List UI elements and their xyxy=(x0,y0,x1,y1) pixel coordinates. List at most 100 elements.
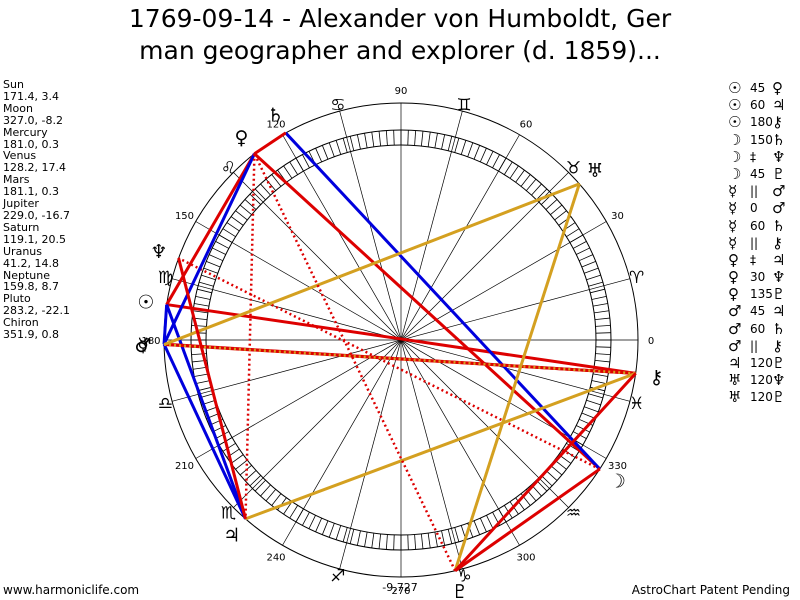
position-name: Sun xyxy=(3,78,24,91)
degree-tick xyxy=(536,188,548,201)
planet-glyph-icon: ♃ xyxy=(223,525,240,547)
footer-website[interactable]: www.harmoniclife.com xyxy=(3,583,140,597)
planet-positions-list: Sun 171.4, 3.4 Moon 327.0, -8.2 Mercury 181.0… xyxy=(3,79,70,341)
aspect-line xyxy=(178,257,601,471)
aspect-line xyxy=(163,182,580,346)
aspect-angle: 60 xyxy=(750,218,766,233)
aspect-planet-2: ♄ xyxy=(772,216,786,235)
aspect-planet-1: ☉ xyxy=(728,113,742,132)
degree-tick xyxy=(283,501,293,515)
aspect-planet-2: ♀ xyxy=(772,79,783,97)
planet-glyph-icon: ☽ xyxy=(609,471,626,493)
aspect-angle: 45 xyxy=(750,304,766,319)
degree-tick xyxy=(595,324,611,327)
zodiac-sign-icon: ♓ xyxy=(629,394,644,414)
degree-tick xyxy=(315,147,323,163)
degree-tick xyxy=(592,373,608,377)
zodiac-sign-icon: ♈ xyxy=(629,268,644,288)
degree-tick xyxy=(226,222,240,232)
position-value: 119.1, 20.5 xyxy=(3,232,66,246)
degree-tick xyxy=(447,529,453,544)
aspect-line xyxy=(162,153,256,345)
planet-glyph-icon: ♅ xyxy=(587,160,604,182)
aspect-angle: 45 xyxy=(750,166,766,181)
degree-tick xyxy=(550,465,563,476)
zodiac-sign-icon: ♑ xyxy=(457,567,472,587)
degree-tick xyxy=(509,165,519,179)
position-name: Saturn xyxy=(3,220,40,234)
degree-tick xyxy=(289,161,299,175)
aspect-row: ☉ 180 ⚷ xyxy=(728,114,798,131)
position-name: Uranus xyxy=(3,244,42,258)
aspect-planet-1: ☽ xyxy=(728,130,742,149)
degree-label: 60 xyxy=(520,119,533,130)
aspect-planet-1: ☿ xyxy=(728,216,738,235)
aspect-planet-1: ♃ xyxy=(728,354,742,372)
chart-title-line-2: man geographer and explorer (d. 1859)... xyxy=(139,36,661,65)
degree-tick xyxy=(321,520,329,535)
aspect-line xyxy=(253,152,601,471)
aspect-planet-1: ♂ xyxy=(728,302,742,321)
degree-tick xyxy=(321,145,329,160)
degree-tick xyxy=(473,520,481,535)
zodiac-sign-icon: ♏ xyxy=(221,504,236,524)
aspect-planet-2: ♇ xyxy=(772,388,786,407)
degree-tick xyxy=(420,533,424,549)
degree-tick xyxy=(594,359,610,363)
degree-tick xyxy=(283,165,293,179)
aspect-planet-2: ⚷ xyxy=(772,113,783,132)
aspect-row: ♅ 120 ♆ xyxy=(728,372,798,389)
planet-glyph-icon: ♆ xyxy=(150,241,167,263)
aspect-row: ☽ 150 ♄ xyxy=(728,130,798,149)
aspect-line xyxy=(454,372,637,572)
aspect-row: ♂ 60 ♄ xyxy=(728,320,798,338)
degree-tick xyxy=(265,178,276,191)
aspect-planet-2: ⚷ xyxy=(772,336,783,355)
aspect-line xyxy=(177,257,247,520)
degree-tick xyxy=(230,454,244,464)
degree-tick xyxy=(302,511,310,526)
degree-tick xyxy=(302,154,310,169)
aspect-angle: ‡ xyxy=(750,252,756,267)
position-value: 128.2, 17.4 xyxy=(3,161,66,175)
aspect-planet-1: ☿ xyxy=(728,233,738,252)
degree-tick xyxy=(271,174,282,187)
planet-glyph-icon: ⚷ xyxy=(649,366,663,388)
degree-tick xyxy=(254,188,266,201)
degree-tick xyxy=(520,174,531,187)
degree-tick xyxy=(244,199,257,210)
position-name: Chiron xyxy=(3,316,39,330)
position-value: 41.2, 14.8 xyxy=(3,256,59,270)
degree-tick xyxy=(254,479,266,492)
position-name: Moon xyxy=(3,101,33,115)
aspect-angle: 120 xyxy=(750,373,773,388)
aspect-row: ♂ 45 ♃ xyxy=(728,303,798,320)
degree-tick xyxy=(441,530,446,546)
degree-label: 30 xyxy=(611,211,624,222)
aspect-planet-1: ☽ xyxy=(728,147,742,166)
degree-tick xyxy=(454,138,460,153)
position-value: 327.0, -8.2 xyxy=(3,113,63,127)
degree-label: 150 xyxy=(175,211,194,222)
degree-tick xyxy=(356,530,361,546)
degree-tick xyxy=(486,515,494,529)
degree-tick xyxy=(578,254,594,262)
degree-tick xyxy=(586,274,601,281)
degree-tick xyxy=(249,193,262,205)
degree-tick xyxy=(378,533,382,549)
aspect-planet-1: ♀ xyxy=(728,250,739,269)
degree-tick xyxy=(364,133,368,149)
degree-tick xyxy=(393,534,395,550)
degree-tick xyxy=(195,295,211,300)
aspect-angle: 180 xyxy=(750,115,773,130)
aspect-line xyxy=(454,467,601,572)
aspect-planet-2: ♇ xyxy=(772,354,786,372)
degree-tick xyxy=(588,281,603,287)
degree-tick xyxy=(479,517,487,533)
degree-tick xyxy=(467,142,474,157)
degree-tick xyxy=(203,267,218,274)
degree-tick xyxy=(215,241,230,249)
aspect-angle: 120 xyxy=(750,356,773,370)
aspect-row: ♀ ‡ ♃ xyxy=(728,250,798,269)
aspect-line xyxy=(166,303,636,375)
